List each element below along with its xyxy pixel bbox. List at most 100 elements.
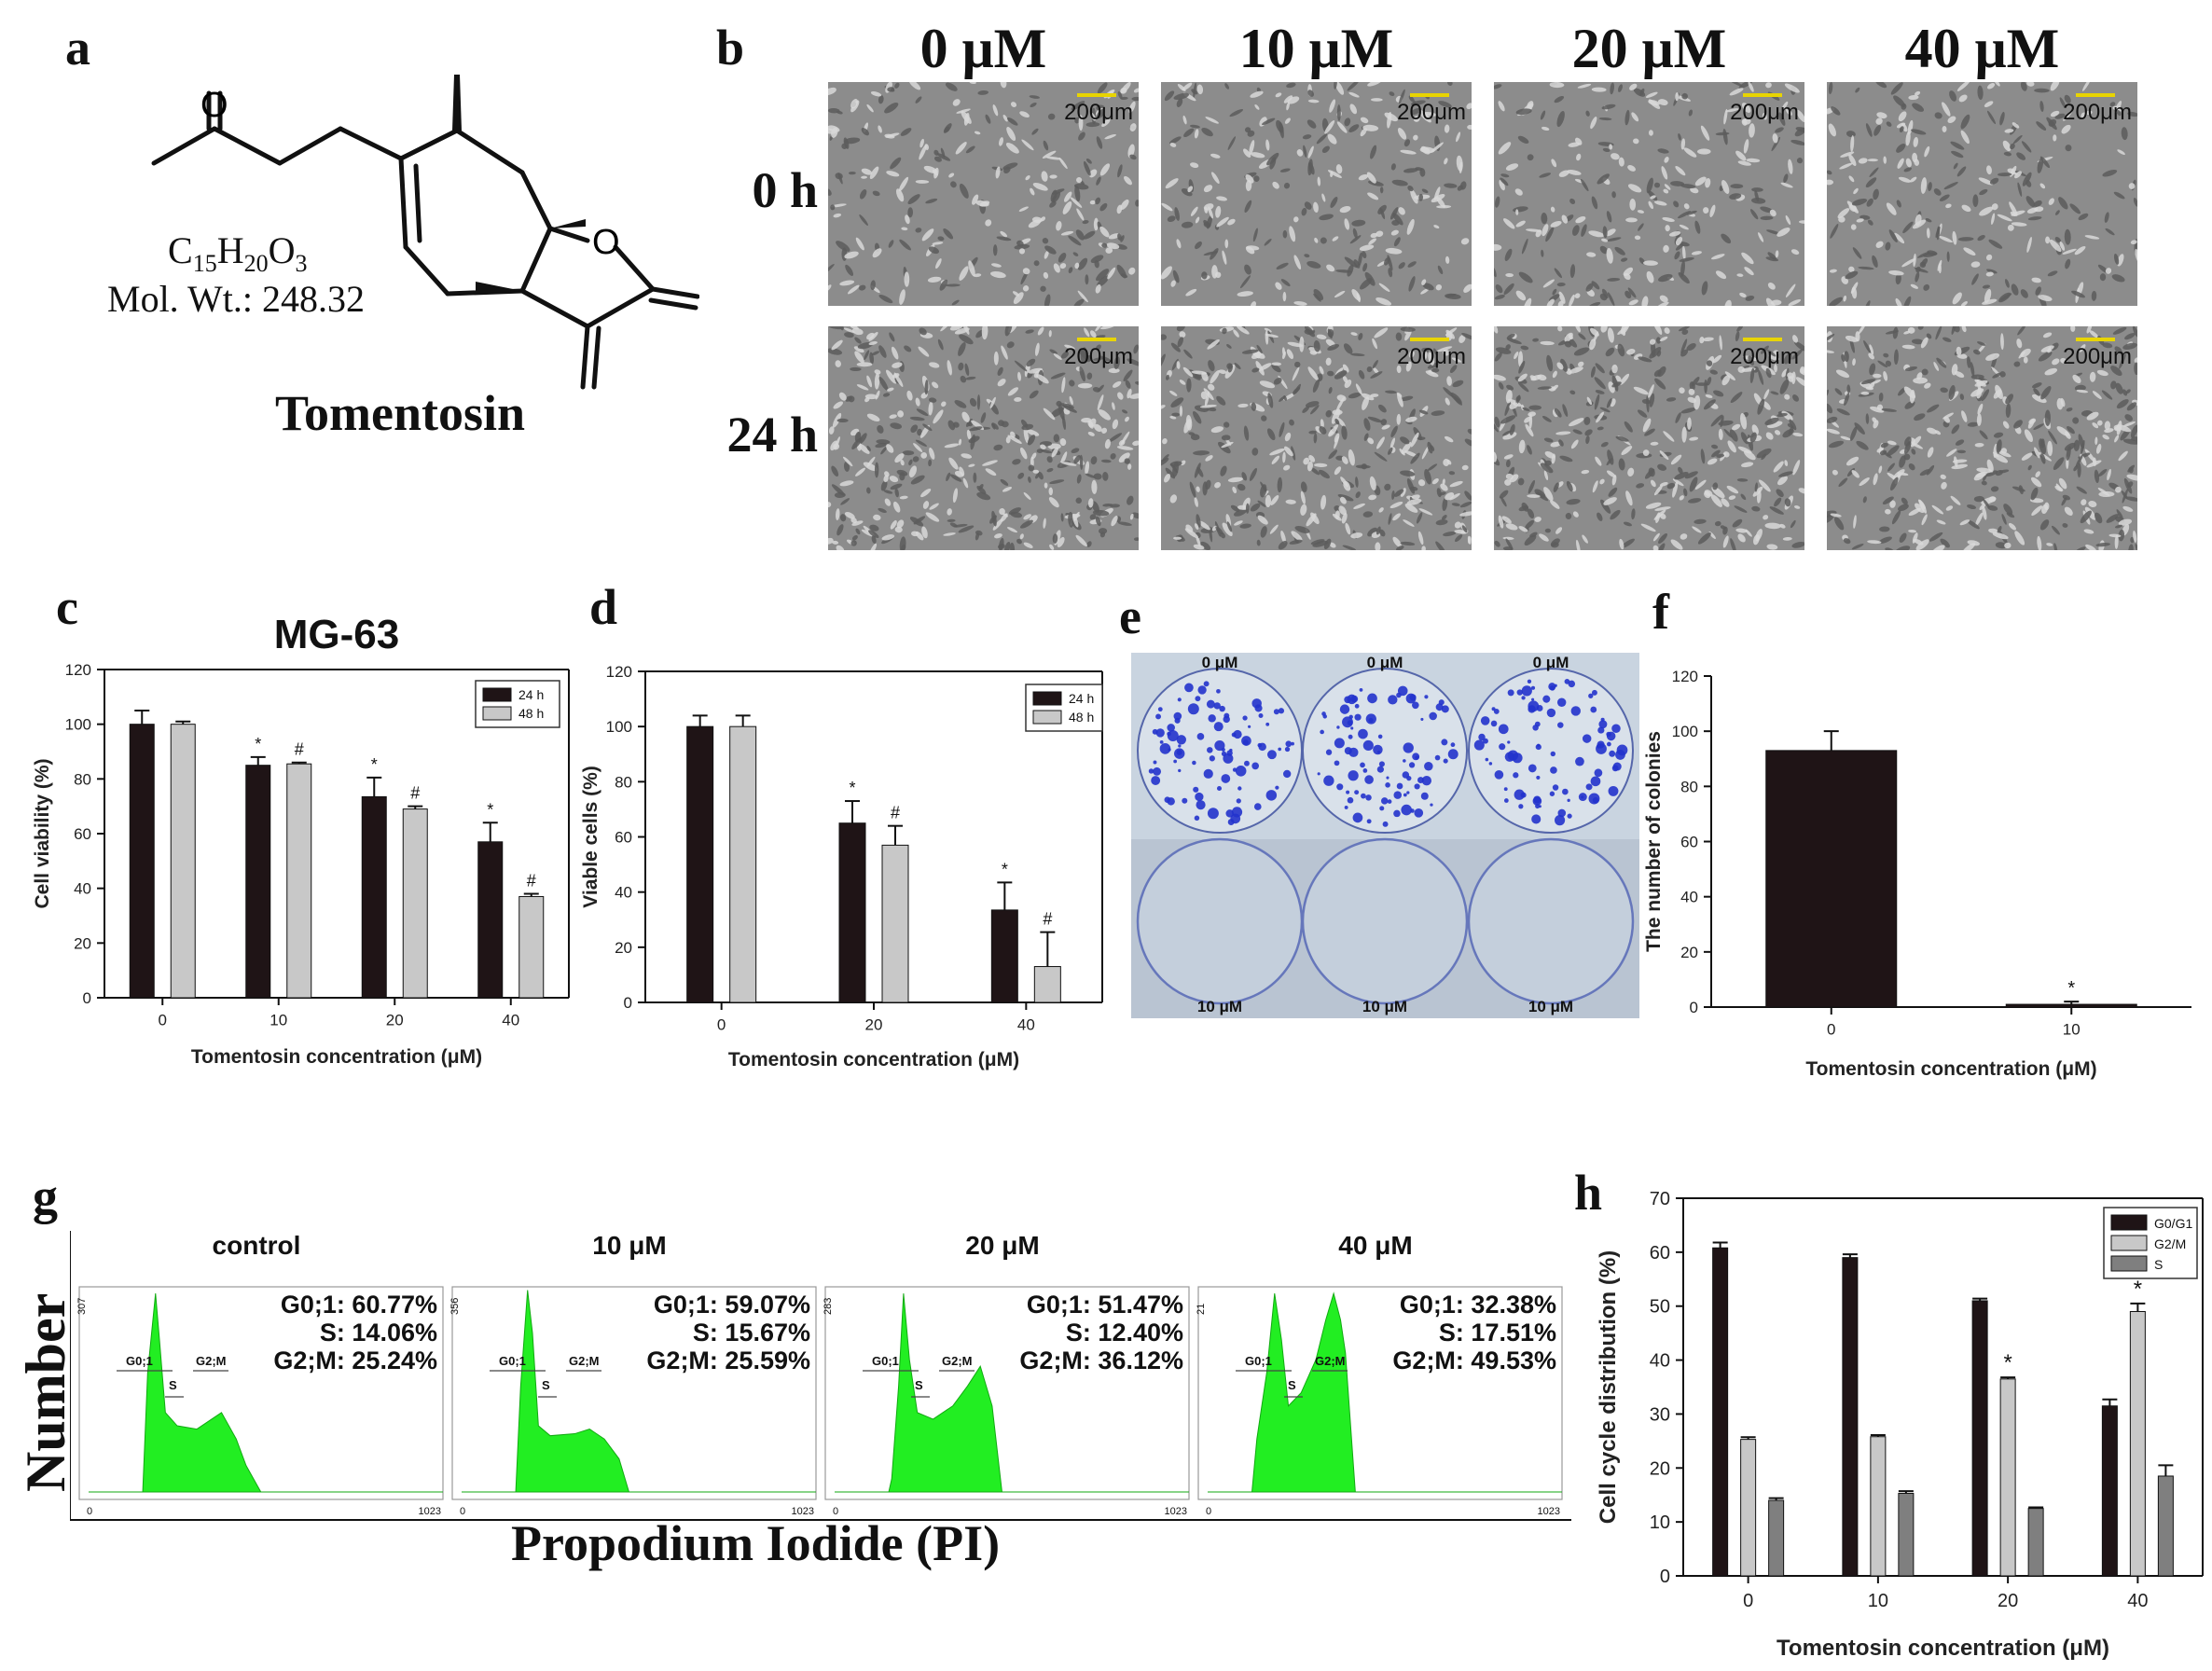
histogram-x-tick: 0	[833, 1506, 838, 1517]
bar	[686, 725, 714, 1003]
panel-letter-e: e	[1119, 588, 1141, 644]
chart-cell-viability: 0 20 40 60 80 100 120 0 10 * #20 * #40 * # Tomentosin c…	[32, 612, 570, 1068]
gate-label: S	[1288, 1378, 1296, 1392]
panel-letter-a: a	[65, 20, 90, 76]
x-axis-label: Tomentosin concentration (μM)	[1805, 1058, 2096, 1080]
chart-title: MG-63	[274, 612, 399, 657]
compound-name: Tomentosin	[275, 385, 526, 441]
significance-mark: #	[295, 740, 304, 759]
bar	[1765, 750, 1898, 1008]
chart-colony-count: 0 20 40 60 80 100 120 0 10 * Tomentosin concentrat…	[1643, 668, 2191, 1080]
x-tick-label: 40	[502, 1011, 519, 1029]
colony-plates: 0 μM 10 μM 0 μM 10 μM 0 μM 10 μM	[1131, 653, 1639, 1018]
micrograph-image: 200μm	[1494, 326, 1804, 550]
x-tick-label: 0	[1743, 1591, 1753, 1611]
histogram-x-tick: 0	[1206, 1506, 1211, 1517]
bar	[245, 765, 271, 999]
bar	[1870, 1436, 1887, 1577]
gate-label: G0;1	[126, 1354, 153, 1368]
atom-o-ring: O	[592, 223, 620, 262]
x-axis-label: Tomentosin concentration (μM)	[728, 1049, 1019, 1070]
micrograph-row-label: 24 h	[726, 407, 818, 463]
y-tick-label: 0	[624, 994, 632, 1012]
bar	[170, 724, 196, 999]
micrograph-image: 200μm	[828, 326, 1139, 550]
histogram-fill	[1208, 1291, 1562, 1493]
gate-label: G2;M	[196, 1354, 227, 1368]
bar	[1033, 966, 1061, 1003]
y-axis-label: Cell cycle distribution (%)	[1596, 1250, 1621, 1524]
y-tick-label: 100	[65, 716, 91, 734]
legend-swatch	[482, 706, 512, 721]
x-tick-label: 0	[159, 1011, 167, 1029]
y-tick-label: 60	[1650, 1243, 1670, 1264]
y-tick-label: 40	[1650, 1351, 1670, 1372]
significance-mark: #	[891, 804, 900, 822]
y-tick-label: 20	[74, 934, 91, 952]
chart-viable-cells: 0 20 40 60 80 100 120 0 20 * #40 * # Tomentosin conce…	[580, 663, 1103, 1070]
gate-label: G0;1	[872, 1354, 899, 1368]
histogram-stat: G2;M: 36.12%	[1019, 1346, 1183, 1374]
significance-mark: *	[487, 800, 493, 819]
panel-letter-d: d	[589, 579, 618, 635]
plate-label: 10 μM	[1528, 998, 1573, 1015]
legend-swatch	[2110, 1235, 2148, 1251]
bar	[1999, 1378, 2016, 1577]
y-tick-label: 40	[1680, 889, 1698, 906]
histogram-stat: S: 17.51%	[1439, 1319, 1556, 1346]
legend-swatch	[1032, 710, 1062, 725]
significance-mark: #	[1043, 910, 1052, 929]
bar	[1842, 1257, 1859, 1577]
plate-empty	[1301, 837, 1469, 1005]
y-tick-label: 60	[74, 825, 91, 843]
bar	[990, 909, 1018, 1003]
histogram-fill	[89, 1293, 443, 1493]
gate-label: S	[169, 1378, 177, 1392]
histogram-stat: G0;1: 32.38%	[1400, 1291, 1556, 1319]
histogram-x-tick: 1023	[1165, 1506, 1187, 1517]
micrograph-column-label: 0 μM	[919, 18, 1047, 79]
micrograph-row-label: 0 h	[752, 162, 818, 218]
plate-label: 0 μM	[1533, 654, 1569, 671]
y-tick-label: 40	[615, 884, 632, 902]
x-tick-label: 10	[1868, 1591, 1888, 1611]
svg-text:200μm: 200μm	[1730, 344, 1799, 369]
x-tick-label: 20	[865, 1015, 883, 1033]
histogram-title: control	[213, 1231, 301, 1260]
histogram-stat: G0;1: 59.07%	[654, 1291, 810, 1319]
y-tick-label: 40	[74, 880, 91, 898]
svg-text:200μm: 200μm	[1397, 344, 1466, 369]
plate-label: 0 μM	[1367, 654, 1403, 671]
x-tick-label: 40	[1017, 1015, 1035, 1033]
histogram-stat: G0;1: 60.77%	[281, 1291, 437, 1319]
gate-label: S	[542, 1378, 550, 1392]
x-tick-label: 0	[717, 1015, 726, 1033]
y-tick-label: 100	[606, 718, 632, 736]
atom-o-ketone: O	[200, 86, 228, 125]
x-axis-label: Tomentosin concentration (μM)	[191, 1046, 482, 1068]
histogram-stat: G2;M: 25.24%	[273, 1346, 437, 1374]
y-tick-label: 80	[74, 770, 91, 788]
molecular-weight: Mol. Wt.: 248.32	[107, 278, 365, 320]
svg-text:200μm: 200μm	[2063, 344, 2132, 369]
x-tick-label: 10	[2063, 1020, 2081, 1038]
histogram-ymax: 307	[76, 1298, 88, 1315]
x-tick-label: 0	[1827, 1020, 1835, 1038]
tomentosin-structure: O O	[151, 75, 699, 390]
y-tick-label: 120	[1672, 668, 1698, 685]
y-tick-label: 80	[615, 773, 632, 791]
x-tick-label: 20	[386, 1011, 404, 1029]
panel-letter-g: g	[33, 1168, 58, 1224]
significance-mark: *	[849, 779, 855, 797]
y-tick-label: 60	[1680, 833, 1698, 850]
histogram-title: 10 μM	[592, 1231, 666, 1260]
bar	[402, 808, 428, 999]
flow-histograms: control 307 G0;1 S G2;M G0;1: 60.77%S: 14.06%…	[70, 1231, 1571, 1521]
bar	[838, 822, 866, 1003]
micrograph-image: 200μm	[1827, 82, 2137, 306]
significance-mark: *	[1002, 860, 1008, 878]
legend-swatch	[2110, 1255, 2148, 1272]
gate-label: S	[915, 1378, 923, 1392]
significance-mark: *	[2067, 978, 2075, 999]
bar	[286, 763, 312, 999]
